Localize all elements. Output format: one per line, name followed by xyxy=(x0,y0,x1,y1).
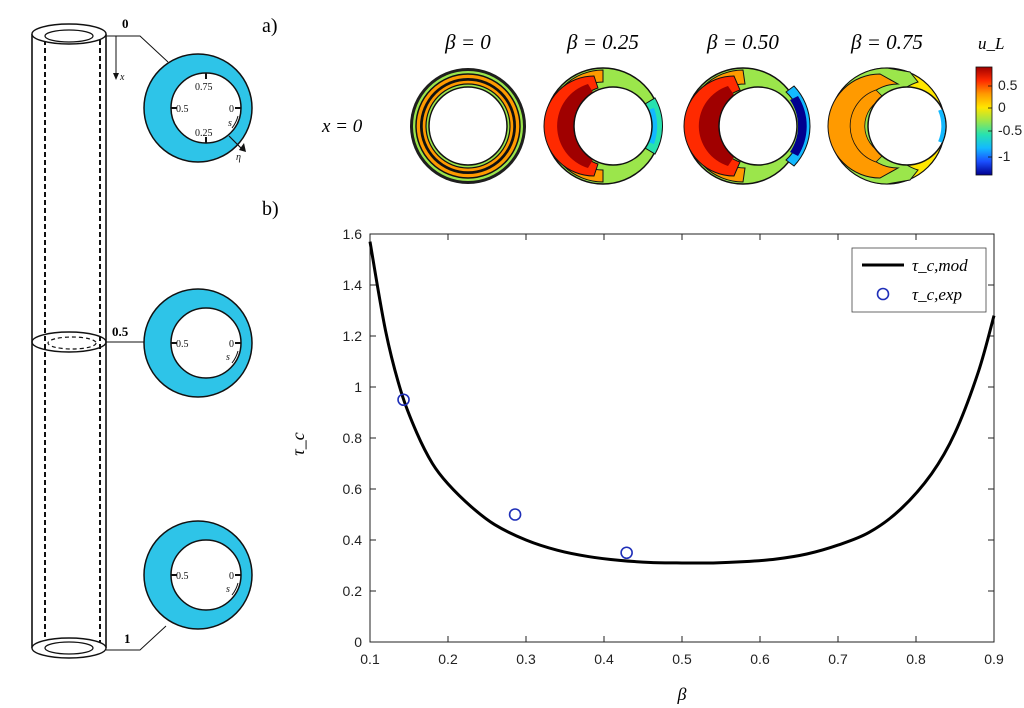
legend-label-experiment: τ_c,exp xyxy=(912,285,962,304)
colorbar-tick-label: -0.5 xyxy=(998,122,1022,138)
x-tick-label: 0.1 xyxy=(360,651,380,667)
panel-b-label: b) xyxy=(262,198,279,220)
y-tick-label: 0.2 xyxy=(343,583,363,599)
legend-marker-swatch xyxy=(876,287,890,301)
pipe-schematic: x 0 0.5 1 0.75 0.5 0 0.25 s η xyxy=(31,16,253,659)
data-point-experiment xyxy=(508,508,522,521)
column-title: β = 0.50 xyxy=(706,30,779,54)
section-position-05: 0.5 xyxy=(112,324,129,339)
colorbar: u_L 0.5 0 -0.5 -1 xyxy=(975,34,1022,176)
column-title: β = 0.75 xyxy=(850,30,923,54)
x-axis-label: x xyxy=(119,72,125,83)
y-axis-title: τ_c xyxy=(288,432,308,455)
y-tick-label: 0.6 xyxy=(343,481,363,497)
contour-column-beta-075: β = 0.75 xyxy=(827,30,947,185)
label-0: 0 xyxy=(229,339,234,350)
y-tick-label: 1 xyxy=(354,379,362,395)
column-title: β = 0.25 xyxy=(566,30,639,54)
label-s: s xyxy=(228,118,232,129)
legend-box xyxy=(851,247,987,313)
colorbar-label: u_L xyxy=(978,34,1004,53)
colorbar-tick-label: 0.5 xyxy=(998,77,1018,93)
x-axis-title: β xyxy=(677,684,687,704)
label-05: 0.5 xyxy=(176,104,189,115)
y-tick-label: 0.4 xyxy=(343,532,363,548)
label-0: 0 xyxy=(229,571,234,582)
column-title: β = 0 xyxy=(444,30,491,54)
contour-column-beta-050: β = 0.50 xyxy=(683,30,811,185)
legend: τ_c,mod τ_c,exp xyxy=(851,247,987,313)
data-point-experiment xyxy=(397,393,410,407)
cross-section-bottom: 0.5 0 s xyxy=(143,520,253,630)
y-tick-label: 0 xyxy=(354,634,362,650)
x-tick-label: 0.7 xyxy=(828,651,848,667)
label-05: 0.5 xyxy=(176,571,189,582)
x-tick-label: 0.6 xyxy=(750,651,770,667)
series-line-model xyxy=(368,241,996,565)
label-s: s xyxy=(226,584,230,595)
panel-a-label: a) xyxy=(262,15,278,37)
y-tick-label: 0.8 xyxy=(343,430,363,446)
cross-section-middle: 0.5 0 s xyxy=(143,288,253,398)
x-tick-label: 0.5 xyxy=(672,651,692,667)
contour-column-beta-025: β = 0.25 xyxy=(543,30,664,185)
label-0: 0 xyxy=(229,104,234,115)
x-tick-label: 0.4 xyxy=(594,651,614,667)
colorbar-tick-label: 0 xyxy=(998,99,1006,115)
label-025: 0.25 xyxy=(195,128,213,139)
x-tick-label: 0.2 xyxy=(438,651,458,667)
colorbar-tick-label: -1 xyxy=(998,148,1011,164)
label-075: 0.75 xyxy=(195,82,213,93)
tau-c-vs-beta-chart: 0.1 0.2 0.3 0.4 0.5 0.6 0.7 0.8 0.9 0 0.2 0.4 0.6 0.8… xyxy=(288,226,1004,704)
contour-column-beta-0: β = 0 xyxy=(410,30,526,184)
x-tick-label: 0.3 xyxy=(516,651,536,667)
y-tick-label: 1.4 xyxy=(343,277,363,293)
label-s: s xyxy=(226,352,230,363)
x-tick-label: 0.8 xyxy=(906,651,926,667)
cross-section-top: 0.75 0.5 0 0.25 s η xyxy=(143,53,253,163)
label-eta: η xyxy=(236,152,241,163)
x-tick-label: 0.9 xyxy=(984,651,1004,667)
colorbar-ticks: 0.5 0 -0.5 -1 xyxy=(988,77,1022,164)
legend-label-model: τ_c,mod xyxy=(912,256,968,275)
y-tick-label: 1.2 xyxy=(343,328,363,344)
row-label: x = 0 xyxy=(321,116,363,137)
section-position-1: 1 xyxy=(124,631,131,646)
data-point-experiment xyxy=(620,546,633,560)
section-position-0: 0 xyxy=(122,16,129,31)
label-05: 0.5 xyxy=(176,339,189,350)
y-tick-label: 1.6 xyxy=(343,226,363,242)
